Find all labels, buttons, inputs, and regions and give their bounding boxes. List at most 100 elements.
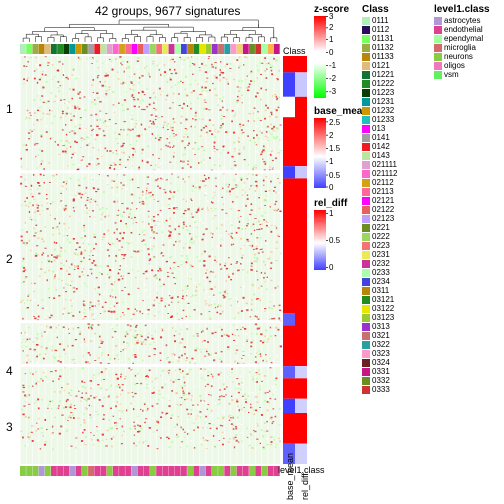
legend-label: 03123 [372,313,394,322]
legend-label: 0234 [372,277,390,286]
legend-label: 0221 [372,223,390,232]
legend-label: 013 [372,124,385,133]
legend-swatch [362,296,370,304]
legend-item: 0311 [362,286,398,295]
legend-swatch [362,314,370,322]
legend-item: 0333 [362,385,398,394]
legend-label: 0323 [372,349,390,358]
legend-item: 01131 [362,34,398,43]
legend-item: 03123 [362,313,398,322]
scale-tick: 2 [329,23,333,32]
heatmap-svg [0,0,504,504]
legend-label: 0233 [372,268,390,277]
legend-label: 03121 [372,295,394,304]
legend-swatch [362,188,370,196]
row-block-label: 2 [6,252,13,266]
legend-swatch [362,143,370,151]
legend-swatch [362,116,370,124]
legend-item: 01221 [362,70,398,79]
legend-swatch [362,17,370,25]
legend-item: 02123 [362,214,398,223]
bottom-rot-label: base_mean [285,453,295,500]
scale-title: base_mean [314,106,368,117]
legend-label: 021111 [372,160,397,169]
legend-item: 0233 [362,268,398,277]
scale-tick: 0 [329,263,333,272]
col-annot-label: Class [283,46,306,56]
legend-item: 03122 [362,304,398,313]
legend-label: 01132 [372,43,394,52]
legend-label: 0321 [372,331,390,340]
legend-item: oligos [434,61,483,70]
legend-label: ependymal [444,34,483,43]
legend-item: 0223 [362,241,398,250]
legend-label: 01233 [372,115,394,124]
legend-swatch [434,62,442,70]
legend-swatch [362,53,370,61]
legend-swatch [362,98,370,106]
scale-tick: 1 [329,35,333,44]
legend-label: astrocytes [444,16,480,25]
legend-label: 0112 [372,25,389,34]
legend-item: vsm [434,70,483,79]
legend-swatch [362,71,370,79]
legend-swatch [362,386,370,394]
legend-item: 021112 [362,169,398,178]
scale-title: rel_diff [314,198,347,209]
legend-item: 0111 [362,16,398,25]
scale-tick: 1.5 [329,144,340,153]
row-block-label: 1 [6,102,13,116]
legend-label: vsm [444,70,459,79]
legend-label: 021112 [372,169,398,178]
legend-swatch [362,224,370,232]
legend-item: 0232 [362,259,398,268]
scale-tick: 0 [329,48,333,57]
legend-item: 0322 [362,340,398,349]
scale-tick: 2 [329,131,333,140]
legend-label: 01231 [372,97,394,106]
legend-item: ependymal [434,34,483,43]
legend-item: 0324 [362,358,398,367]
legend-label: 02123 [372,214,394,223]
legend-swatch [434,35,442,43]
legend-swatch [434,71,442,79]
legend-label: 0332 [372,376,390,385]
row-block-label: 3 [6,420,13,434]
scale-tick: 2.5 [329,118,340,127]
legend-item: neurons [434,52,483,61]
legend-swatch [362,233,370,241]
legend-swatch [362,62,370,70]
legend-items: astrocytesendothelialependymalmicroglian… [434,16,483,79]
legend-label: 02121 [372,196,394,205]
legend-label: 01221 [372,70,394,79]
legend-label: 0331 [372,367,390,376]
legend-label: 03122 [372,304,394,313]
legend-label: 0324 [372,358,390,367]
legend-swatch [362,179,370,187]
bottom-rot-label: rel_diff [300,473,310,500]
legend-item: microglia [434,43,483,52]
scale-tick: 0.5 [329,171,340,180]
scale-tick: -3 [329,87,336,96]
legend-label: microglia [444,43,476,52]
scale-tick: 1 [329,209,333,218]
scale-tick: 3 [329,12,333,21]
legend-label: neurons [444,52,473,61]
legend-label: 0311 [372,286,389,295]
legend-item: 02122 [362,205,398,214]
legend-item: 03121 [362,295,398,304]
scale-tick: 1 [329,157,333,166]
legend-swatch [362,359,370,367]
legend-label: 0231 [372,250,390,259]
legend-item: 01222 [362,79,398,88]
legend-item: 02113 [362,187,398,196]
legend-title: level1.class [434,4,490,15]
legend-label: 0223 [372,241,390,250]
legend-swatch [362,251,370,259]
legend-item: 0313 [362,322,398,331]
legend-swatch [362,368,370,376]
legend-label: 0313 [372,322,390,331]
legend-label: 02112 [372,178,394,187]
legend-swatch [362,260,370,268]
legend-label: 01223 [372,88,394,97]
